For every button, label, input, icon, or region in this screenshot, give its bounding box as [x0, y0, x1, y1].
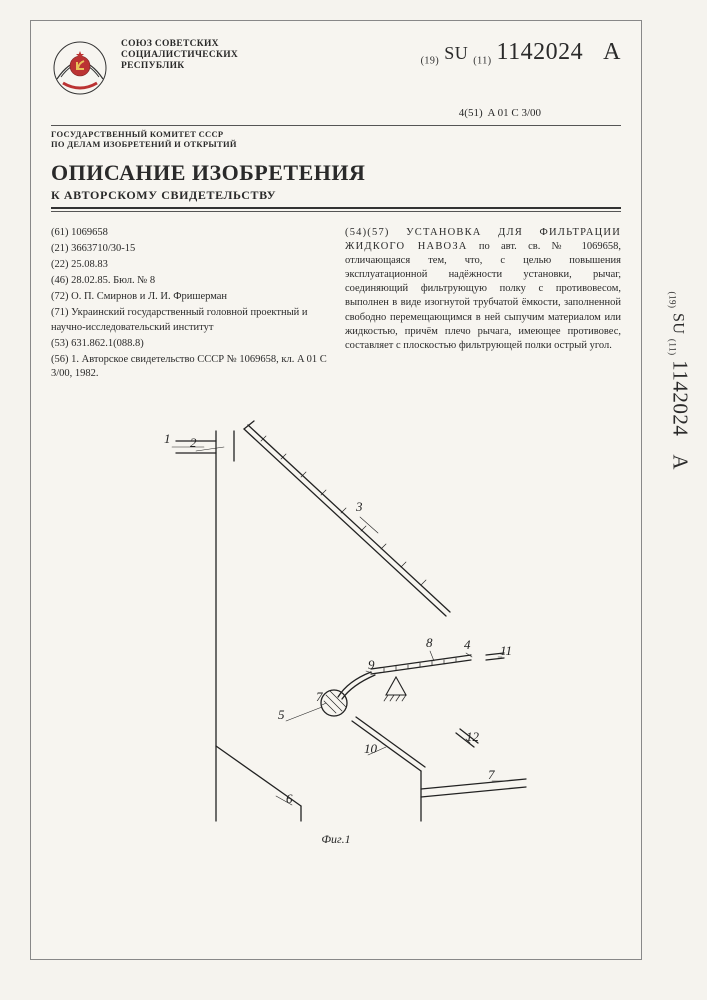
field-72: (72) О. П. Смирнов и Л. И. Фришерман: [51, 290, 327, 304]
figure-label: 7: [316, 689, 323, 704]
biblio-left: (61) 1069658 (21) 3663710/30-15 (22) 25.…: [51, 226, 327, 384]
figure-label: 6: [286, 791, 293, 806]
diagram-svg: 1234567789101112: [126, 401, 546, 831]
title-main: ОПИСАНИЕ ИЗОБРЕТЕНИЯ: [51, 160, 621, 186]
figure-label: 10: [364, 741, 378, 756]
figure-label: 8: [426, 635, 433, 650]
figure-caption: Фиг.1: [51, 832, 621, 847]
union-line: СОЦИАЛИСТИЧЕСКИХ: [121, 50, 238, 61]
figure-label: 1: [164, 431, 171, 446]
abstract-body: по авт. св. № 1069658, отличающаяся тем,…: [345, 241, 621, 351]
field-61: (61) 1069658: [51, 226, 327, 240]
code-51: 4(51): [459, 107, 483, 119]
biblio-columns: (61) 1069658 (21) 3663710/30-15 (22) 25.…: [51, 226, 621, 384]
union-name: СОЮЗ СОВЕТСКИХ СОЦИАЛИСТИЧЕСКИХ РЕСПУБЛИ…: [121, 39, 238, 72]
ipc-class: 4(51) A 01 C 3/00: [51, 107, 621, 119]
kind-code: A: [603, 39, 621, 65]
country-code: SU: [444, 43, 468, 63]
field-53: (53) 631.862.1(088.8): [51, 337, 327, 351]
figure-label: 4: [464, 637, 471, 652]
committee-line: ПО ДЕЛАМ ИЗОБРЕТЕНИЙ И ОТКРЫТИЙ: [51, 140, 621, 150]
spine-11: (11): [668, 339, 678, 356]
patent-number: 1142024: [497, 39, 584, 65]
figure-label: 9: [368, 657, 375, 672]
patent-page: СОЮЗ СОВЕТСКИХ СОЦИАЛИСТИЧЕСКИХ РЕСПУБЛИ…: [30, 20, 642, 960]
code-11: (11): [473, 56, 491, 67]
abstract-column: (54)(57) УСТАНОВКА ДЛЯ ФИЛЬТРАЦИИ ЖИДКОГ…: [345, 226, 621, 384]
spine-su: SU: [670, 313, 687, 334]
field-22: (22) 25.08.83: [51, 258, 327, 272]
divider: [51, 125, 621, 126]
spine-number: (19) SU (11) 1142024 A: [668, 291, 693, 470]
figure-label: 12: [466, 729, 480, 744]
header-row: СОЮЗ СОВЕТСКИХ СОЦИАЛИСТИЧЕСКИХ РЕСПУБЛИ…: [51, 39, 621, 97]
document-number: (19) SU (11) 1142024 A: [421, 39, 621, 67]
title-block: ОПИСАНИЕ ИЗОБРЕТЕНИЯ К АВТОРСКОМУ СВИДЕТ…: [51, 160, 621, 212]
committee-name: ГОСУДАРСТВЕННЫЙ КОМИТЕТ СССР ПО ДЕЛАМ ИЗ…: [51, 130, 621, 150]
figure-label: 2: [190, 435, 197, 450]
figure-label: 3: [355, 499, 363, 514]
spine-19: (19): [668, 291, 678, 308]
union-line: РЕСПУБЛИК: [121, 61, 238, 72]
field-71: (71) Украинский государственный головной…: [51, 306, 327, 334]
figure-label: 7: [488, 767, 495, 782]
union-line: СОЮЗ СОВЕТСКИХ: [121, 39, 238, 50]
figure-label: 11: [500, 643, 512, 658]
title-rule: [51, 207, 621, 212]
field-21: (21) 3663710/30-15: [51, 242, 327, 256]
figure-1: 1234567789101112 Фиг.1: [51, 401, 621, 847]
ipc-code: A 01 C 3/00: [488, 107, 541, 119]
spine-suf: A: [669, 454, 693, 470]
state-emblem: [51, 39, 109, 97]
spine-num: 1142024: [669, 360, 693, 436]
field-46: (46) 28.02.85. Бюл. № 8: [51, 274, 327, 288]
figure-label: 5: [278, 707, 285, 722]
field-56: (56) 1. Авторское свидетельство СССР № 1…: [51, 353, 327, 381]
title-sub: К АВТОРСКОМУ СВИДЕТЕЛЬСТВУ: [51, 188, 621, 203]
code-19: (19): [421, 56, 440, 67]
